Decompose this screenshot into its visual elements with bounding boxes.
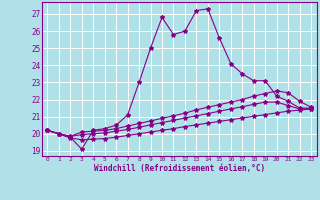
X-axis label: Windchill (Refroidissement éolien,°C): Windchill (Refroidissement éolien,°C) <box>94 164 265 173</box>
